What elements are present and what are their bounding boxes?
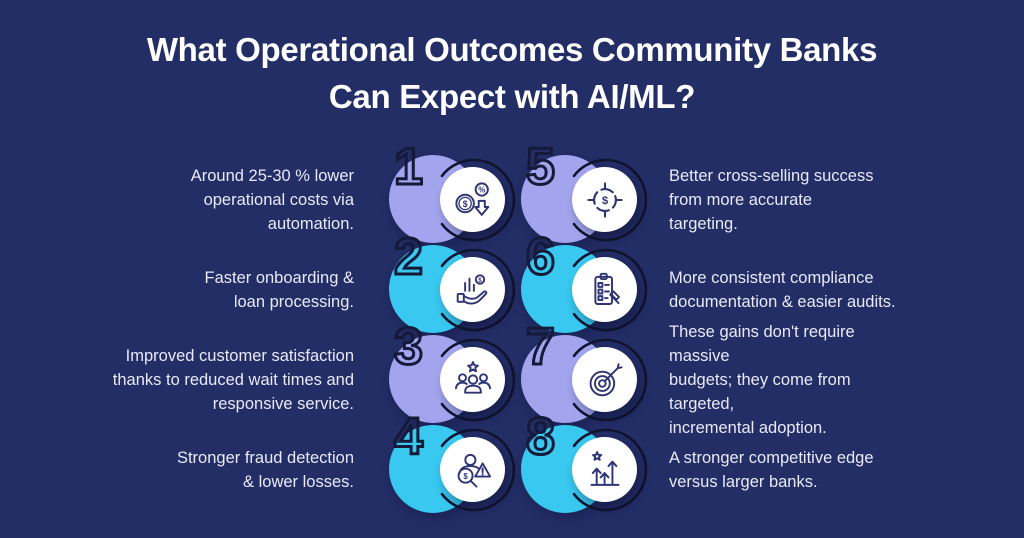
row-1: Around 25-30 % lower operational costs v… [104,140,919,245]
badge-icon-disc-7 [572,347,637,412]
badge-number-7: 7 [525,318,557,376]
badge-icon-disc-2: $ [440,257,505,322]
outcome-badge-6: 6 [521,230,648,335]
outcome-text-2: Faster onboarding & loan processing. [204,269,354,311]
outcome-text-4: Stronger fraud detection & lower losses. [176,449,354,491]
badge-arc-8 [572,428,648,512]
badge-icon-disc-3 [440,347,505,412]
badge-icon-disc-1: $ % [440,167,505,232]
badge-number-8: 8 [525,408,557,466]
svg-text:$: $ [462,198,467,208]
badge-arc-5 [572,158,648,242]
outcome-text-8: A stronger competitive edge versus large… [669,449,874,491]
outcome-badge-2: 2 $ [389,230,516,335]
badge-icon-disc-4: $ [440,437,505,502]
svg-text:$: $ [478,277,482,284]
outcome-badge-1: 1 $ % [389,140,516,245]
row-2: Faster onboarding & loan processing. 2 $ [104,230,919,335]
outcome-badge-5: 5 $ [521,140,648,245]
svg-text:$: $ [463,471,468,480]
hand-chart-icon: $ [456,273,487,305]
badge-arc-6 [572,248,648,332]
svg-text:$: $ [601,195,608,207]
badge-number-5: 5 [525,138,557,196]
badge-arc-7 [572,338,648,422]
outcome-text-3: Improved customer satisfaction thanks to… [112,347,354,413]
outcome-badge-3: 3 [389,320,516,425]
outcome-text-1: Around 25-30 % lower operational costs v… [190,167,354,233]
outcome-text-6: More consistent compliance documentation… [669,269,896,311]
badge-icon-disc-6 [572,257,637,322]
outcome-badge-8: 8 [521,410,648,515]
badge-number-2: 2 [393,228,425,286]
badge-number-4: 4 [393,408,425,466]
dollar-percent-down-icon: $ % [454,181,489,216]
dartboard-icon [589,362,623,396]
badge-icon-disc-8 [572,437,637,502]
badge-number-1: 1 [393,138,425,196]
fraud-magnifier-icon: $ [457,453,491,488]
badge-arc-3 [440,338,516,422]
page-title: What Operational Outcomes Community Bank… [146,31,878,115]
people-star-icon [454,360,491,394]
svg-text:%: % [478,185,485,194]
badge-arc-2 [440,248,516,332]
outcome-badge-7: 7 [521,320,648,425]
compliance-clipboard-icon [593,272,620,305]
badge-number-6: 6 [525,228,557,286]
target-dollar-icon: $ [586,181,623,218]
outcome-text-7: These gains don't require massive budget… [669,323,855,437]
row-4: Stronger fraud detection & lower losses.… [104,410,919,515]
outcome-badge-4: 4 $ [389,410,516,515]
badge-icon-disc-5: $ [572,167,637,232]
row-3: Improved customer satisfaction thanks to… [104,320,919,438]
outcomes-grid: Around 25-30 % lower operational costs v… [104,140,919,515]
outcome-text-5: Better cross-selling success from more a… [669,167,874,233]
growth-arrows-icon [589,450,620,486]
badge-number-3: 3 [393,318,425,376]
badge-arc-1 [440,158,516,242]
badge-arc-4 [440,428,516,512]
